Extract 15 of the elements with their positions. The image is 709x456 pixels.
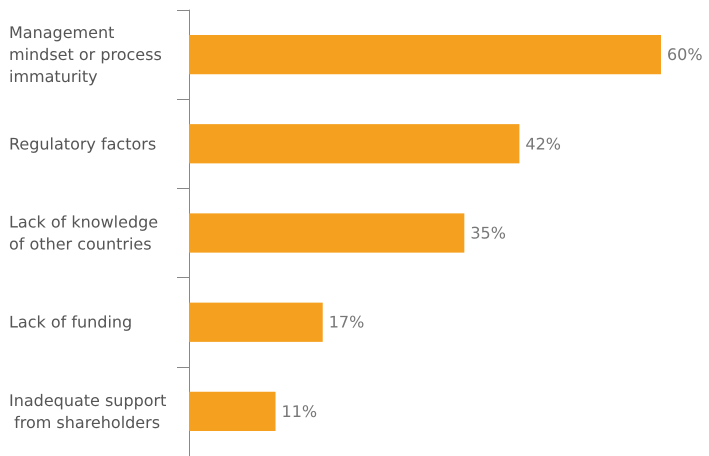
data-label: 17% xyxy=(328,312,364,332)
y-tick-label: Inadequate support from shareholders xyxy=(9,390,166,432)
data-label: 11% xyxy=(282,402,318,421)
y-tick-label: Lack of knowledge of other countries xyxy=(9,212,164,254)
data-label: 60% xyxy=(667,45,703,64)
bar xyxy=(189,302,323,342)
y-tick-label: Management mindset or process immaturity xyxy=(9,23,167,86)
y-tick-label: Regulatory factors xyxy=(9,134,156,154)
y-tick-label: Lack of funding xyxy=(9,312,132,332)
data-label: 35% xyxy=(470,224,506,242)
data-label: 42% xyxy=(525,134,561,154)
bar xyxy=(189,213,464,253)
bar xyxy=(189,392,276,432)
bar xyxy=(189,34,661,74)
bar xyxy=(189,124,520,164)
